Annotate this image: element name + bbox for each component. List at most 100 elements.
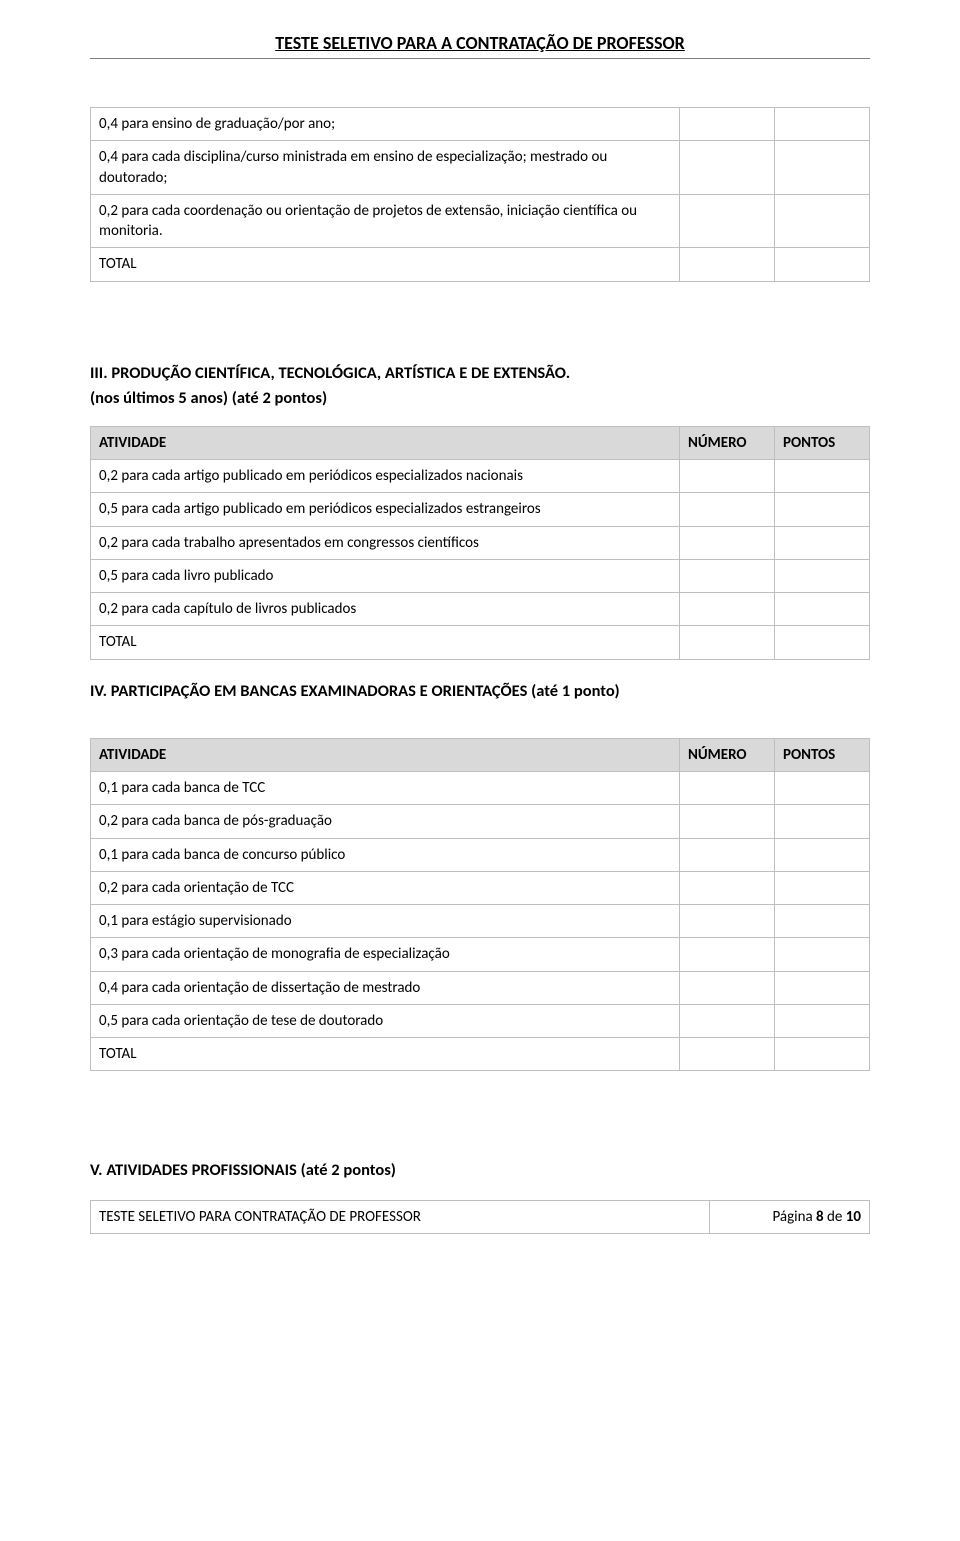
activity-cell: 0,2 para cada banca de pós-graduação [91, 805, 680, 838]
activity-cell: 0,1 para cada banca de concurso público [91, 838, 680, 871]
activity-cell: 0,5 para cada livro publicado [91, 559, 680, 592]
col-numero: NÚMERO [680, 738, 775, 771]
col-numero: NÚMERO [680, 426, 775, 459]
activity-cell: TOTAL [91, 1038, 680, 1071]
table-row: 0,2 para cada capítulo de livros publica… [91, 593, 870, 626]
numero-cell [680, 593, 775, 626]
pontos-cell [775, 905, 870, 938]
activity-cell: 0,2 para cada orientação de TCC [91, 871, 680, 904]
table-row: 0,4 para ensino de graduação/por ano; [91, 108, 870, 141]
numero-cell [680, 938, 775, 971]
pontos-cell [775, 194, 870, 248]
pontos-cell [775, 938, 870, 971]
table-row: 0,1 para cada banca de concurso público [91, 838, 870, 871]
table-row: TOTAL [91, 626, 870, 659]
pontos-cell [775, 108, 870, 141]
page-header-title: TESTE SELETIVO PARA A CONTRATAÇÃO DE PRO… [90, 32, 870, 54]
numero-cell [680, 1004, 775, 1037]
footer-left: TESTE SELETIVO PARA CONTRATAÇÃO DE PROFE… [91, 1200, 710, 1233]
section-5-heading: V. ATIVIDADES PROFISSIONAIS (até 2 ponto… [90, 1159, 870, 1181]
header-rule [90, 58, 870, 59]
table-row: 0,5 para cada orientação de tese de dout… [91, 1004, 870, 1037]
table-row: 0,4 para cada orientação de dissertação … [91, 971, 870, 1004]
activity-cell: 0,5 para cada artigo publicado em periód… [91, 493, 680, 526]
section-4-table: ATIVIDADE NÚMERO PONTOS 0,1 para cada ba… [90, 738, 870, 1072]
activity-cell: TOTAL [91, 626, 680, 659]
numero-cell [680, 838, 775, 871]
footer: TESTE SELETIVO PARA CONTRATAÇÃO DE PROFE… [90, 1200, 870, 1234]
numero-cell [680, 526, 775, 559]
numero-cell [680, 493, 775, 526]
activity-cell: 0,4 para cada orientação de dissertação … [91, 971, 680, 1004]
numero-cell [680, 871, 775, 904]
pontos-cell [775, 838, 870, 871]
col-pontos: PONTOS [775, 738, 870, 771]
activity-cell: 0,1 para estágio supervisionado [91, 905, 680, 938]
numero-cell [680, 108, 775, 141]
table-row: 0,2 para cada banca de pós-graduação [91, 805, 870, 838]
numero-cell [680, 141, 775, 195]
table-row: 0,3 para cada orientação de monografia d… [91, 938, 870, 971]
pontos-cell [775, 871, 870, 904]
pontos-cell [775, 971, 870, 1004]
activity-cell: TOTAL [91, 248, 680, 281]
activity-cell: 0,2 para cada artigo publicado em periód… [91, 460, 680, 493]
table-row: 0,2 para cada coordenação ou orientação … [91, 194, 870, 248]
col-pontos: PONTOS [775, 426, 870, 459]
pontos-cell [775, 805, 870, 838]
pontos-cell [775, 526, 870, 559]
page-current: 8 [816, 1208, 824, 1226]
table-row: 0,5 para cada artigo publicado em periód… [91, 493, 870, 526]
activity-cell: 0,1 para cada banca de TCC [91, 772, 680, 805]
pontos-cell [775, 1004, 870, 1037]
pontos-cell [775, 593, 870, 626]
pontos-cell [775, 248, 870, 281]
footer-page: Página 8 de 10 [710, 1200, 870, 1233]
table-prev-continuation: 0,4 para ensino de graduação/por ano; 0,… [90, 107, 870, 282]
pontos-cell [775, 460, 870, 493]
table-row: 0,5 para cada livro publicado [91, 559, 870, 592]
numero-cell [680, 194, 775, 248]
numero-cell [680, 248, 775, 281]
page-total: 10 [846, 1208, 861, 1226]
pontos-cell [775, 559, 870, 592]
section-3-table: ATIVIDADE NÚMERO PONTOS 0,2 para cada ar… [90, 426, 870, 660]
table-header-row: ATIVIDADE NÚMERO PONTOS [91, 426, 870, 459]
numero-cell [680, 772, 775, 805]
section-3-sub: (nos últimos 5 anos) (até 2 pontos) [90, 388, 870, 408]
table-row: 0,1 para estágio supervisionado [91, 905, 870, 938]
numero-cell [680, 1038, 775, 1071]
page-sep: de [824, 1208, 846, 1226]
table-row: TOTAL [91, 1038, 870, 1071]
pontos-cell [775, 1038, 870, 1071]
page-prefix: Página [772, 1208, 816, 1226]
numero-cell [680, 905, 775, 938]
numero-cell [680, 626, 775, 659]
table-row: 0,2 para cada artigo publicado em periód… [91, 460, 870, 493]
activity-cell: 0,2 para cada capítulo de livros publica… [91, 593, 680, 626]
numero-cell [680, 559, 775, 592]
numero-cell [680, 971, 775, 1004]
footer-row: TESTE SELETIVO PARA CONTRATAÇÃO DE PROFE… [91, 1200, 870, 1233]
activity-cell: 0,3 para cada orientação de monografia d… [91, 938, 680, 971]
table-row: 0,2 para cada orientação de TCC [91, 871, 870, 904]
pontos-cell [775, 141, 870, 195]
pontos-cell [775, 626, 870, 659]
pontos-cell [775, 772, 870, 805]
footer-table: TESTE SELETIVO PARA CONTRATAÇÃO DE PROFE… [90, 1200, 870, 1234]
table-header-row: ATIVIDADE NÚMERO PONTOS [91, 738, 870, 771]
section-3-heading: III. PRODUÇÃO CIENTÍFICA, TECNOLÓGICA, A… [90, 362, 870, 384]
page: TESTE SELETIVO PARA A CONTRATAÇÃO DE PRO… [0, 0, 960, 1254]
numero-cell [680, 460, 775, 493]
activity-cell: 0,5 para cada orientação de tese de dout… [91, 1004, 680, 1037]
activity-cell: 0,2 para cada trabalho apresentados em c… [91, 526, 680, 559]
table-row: 0,4 para cada disciplina/curso ministrad… [91, 141, 870, 195]
section-4-heading: IV. PARTICIPAÇÃO EM BANCAS EXAMINADORAS … [90, 680, 870, 702]
activity-cell: 0,2 para cada coordenação ou orientação … [91, 194, 680, 248]
col-atividade: ATIVIDADE [91, 426, 680, 459]
activity-cell: 0,4 para ensino de graduação/por ano; [91, 108, 680, 141]
table-row: 0,2 para cada trabalho apresentados em c… [91, 526, 870, 559]
col-atividade: ATIVIDADE [91, 738, 680, 771]
table-row: TOTAL [91, 248, 870, 281]
activity-cell: 0,4 para cada disciplina/curso ministrad… [91, 141, 680, 195]
